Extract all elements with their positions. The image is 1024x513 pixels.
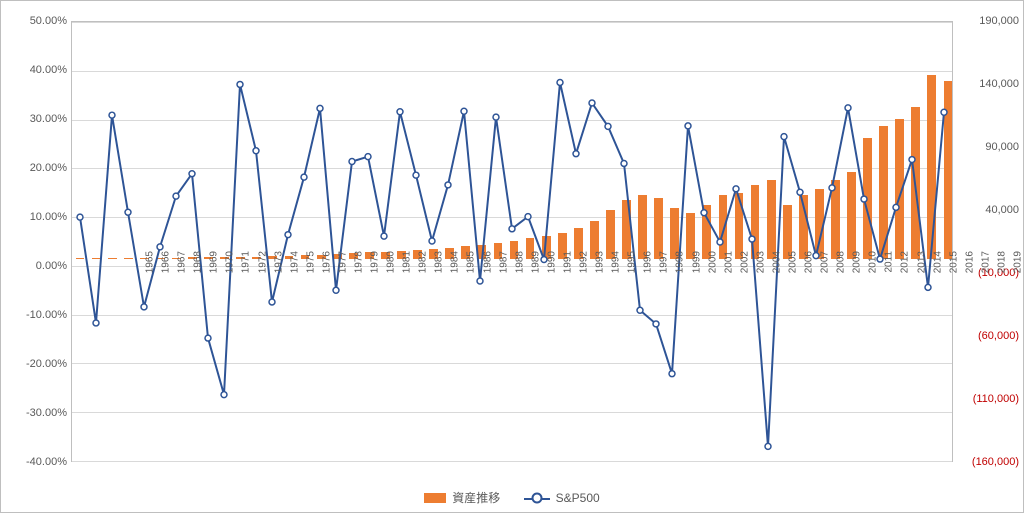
legend-label-line: S&P500 <box>556 491 600 505</box>
legend-label-bars: 資産推移 <box>452 489 500 506</box>
legend: 資産推移 S&P500 <box>1 489 1023 506</box>
x-axis-labels: 1965196619671968196919701971197219731974… <box>142 42 882 411</box>
legend-swatch-line <box>524 493 550 503</box>
legend-item-bars: 資産推移 <box>424 489 500 506</box>
legend-item-line: S&P500 <box>524 491 600 505</box>
chart-container: 50.00%40.00%30.00%20.00%10.00%0.00%-10.0… <box>0 0 1024 513</box>
plot-area: 1965196619671968196919701971197219731974… <box>71 21 953 462</box>
y-axis-right: 190,000140,00090,00040,000(10,000)(60,00… <box>957 21 1019 462</box>
y-axis-left: 50.00%40.00%30.00%20.00%10.00%0.00%-10.0… <box>5 21 67 462</box>
legend-swatch-bar <box>424 493 446 503</box>
